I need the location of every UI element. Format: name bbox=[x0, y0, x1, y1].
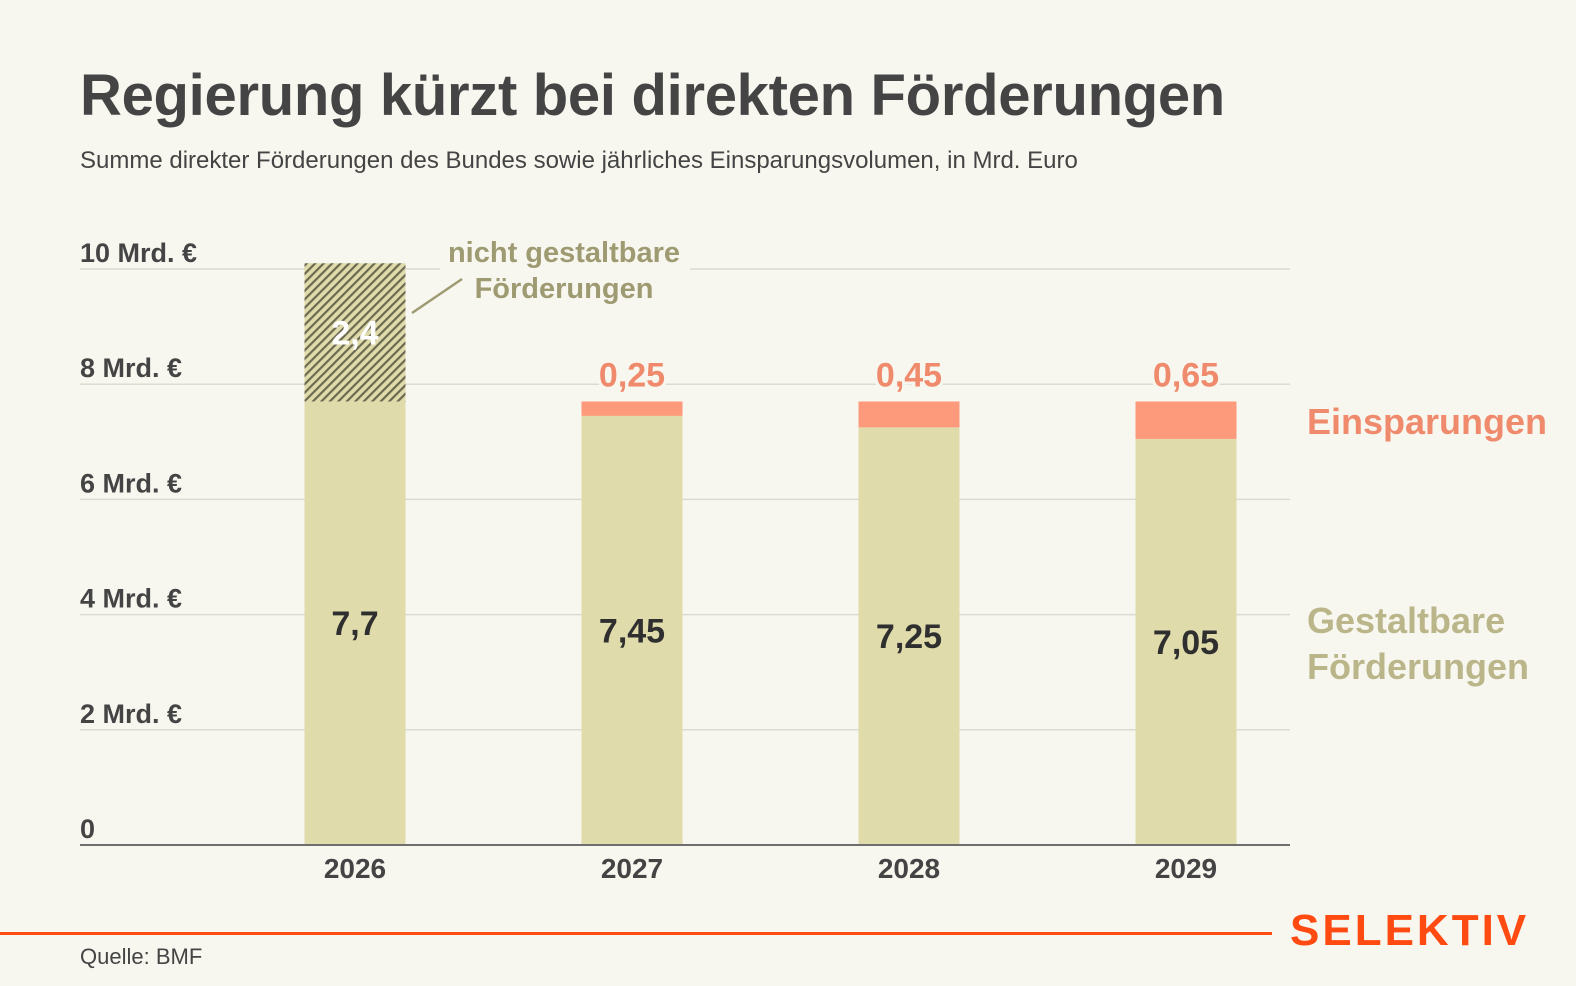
bar-einsparung-2029 bbox=[1135, 401, 1237, 439]
y-tick-label: 4 Mrd. € bbox=[80, 584, 182, 614]
bar-nicht-gestaltbar-2026 bbox=[304, 263, 406, 402]
bar-gestaltbar-2026 bbox=[304, 401, 406, 845]
legend: Einsparungen Gestaltbare Förderungen bbox=[1307, 401, 1547, 687]
gridlines bbox=[80, 268, 1290, 731]
legend-gestaltbare-foerderungen: Gestaltbare bbox=[1307, 600, 1505, 641]
bars bbox=[304, 263, 1237, 845]
y-tick-label: 0 bbox=[80, 814, 95, 844]
bar-einsparung-2028 bbox=[858, 401, 960, 428]
y-tick-label: 2 Mrd. € bbox=[80, 699, 182, 729]
label-gestaltbar-2028: 7,25 bbox=[876, 618, 942, 656]
annotation-text: Förderungen bbox=[475, 273, 654, 305]
label-einsparung-2028: 0,45 bbox=[876, 356, 942, 394]
y-tick-label: 10 Mrd. € bbox=[80, 238, 197, 268]
y-tick-label: 6 Mrd. € bbox=[80, 468, 182, 498]
brand-logo: SELEKTIV bbox=[1290, 906, 1530, 955]
label-gestaltbar-2029: 7,05 bbox=[1153, 624, 1219, 662]
annotation-text: nicht gestaltbare bbox=[448, 237, 680, 269]
source-note: Quelle: BMF bbox=[80, 944, 203, 969]
legend-gestaltbare-foerderungen: Förderungen bbox=[1307, 646, 1529, 687]
chart-title: Regierung kürzt bei direkten Förderungen bbox=[80, 63, 1225, 128]
bar-gestaltbar-2028 bbox=[858, 427, 960, 845]
label-nicht-gestaltbar-2026: 2,4 bbox=[331, 314, 378, 352]
bar-einsparung-2027 bbox=[581, 401, 683, 416]
axes: 0 2 Mrd. € 4 Mrd. € 6 Mrd. € 8 Mrd. € 10 Mrd.… bbox=[80, 238, 1290, 884]
x-tick-label: 2026 bbox=[324, 853, 386, 884]
x-tick-label: 2029 bbox=[1155, 853, 1217, 884]
y-tick-label: 8 Mrd. € bbox=[80, 353, 182, 383]
legend-einsparungen: Einsparungen bbox=[1307, 401, 1547, 442]
label-einsparung-2027: 0,25 bbox=[599, 356, 665, 394]
chart-subtitle: Summe direkter Förderungen des Bundes so… bbox=[80, 147, 1078, 174]
x-tick-label: 2027 bbox=[601, 853, 663, 884]
bar-gestaltbar-2029 bbox=[1135, 438, 1237, 845]
annotation: nicht gestaltbare Förderungen bbox=[411, 232, 690, 315]
bar-gestaltbar-2027 bbox=[581, 415, 683, 845]
label-gestaltbar-2027: 7,45 bbox=[599, 612, 665, 650]
footer-divider bbox=[0, 932, 1272, 935]
label-einsparung-2029: 0,65 bbox=[1153, 356, 1219, 394]
label-gestaltbar-2026: 7,7 bbox=[331, 605, 378, 643]
x-tick-label: 2028 bbox=[878, 853, 940, 884]
annotation-leader-line bbox=[411, 277, 463, 315]
data-labels: 2,4 7,7 0,25 7,45 0,45 7,25 0,65 7,05 bbox=[331, 314, 1222, 662]
annotation-backdrop bbox=[440, 232, 690, 312]
